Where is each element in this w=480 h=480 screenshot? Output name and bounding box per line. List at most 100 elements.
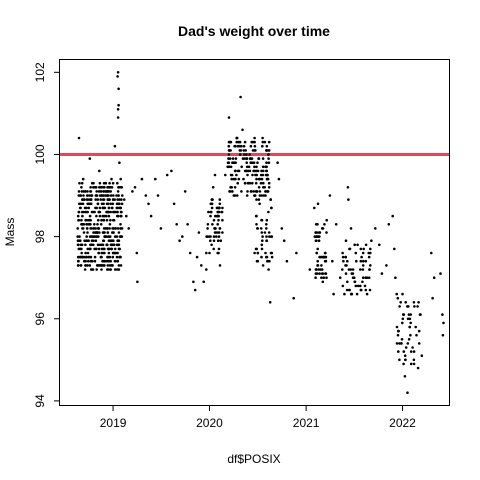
data-point <box>248 153 251 156</box>
data-point <box>255 190 259 193</box>
data-point <box>125 214 128 218</box>
data-point <box>245 161 248 164</box>
data-point <box>409 333 412 337</box>
data-point <box>109 259 112 263</box>
data-point <box>255 165 258 169</box>
x-tick-label: 2021 <box>293 416 320 430</box>
data-point <box>256 169 260 173</box>
data-point <box>109 194 113 197</box>
data-point <box>93 210 96 214</box>
data-point <box>212 239 216 242</box>
data-point <box>178 239 181 242</box>
data-point <box>254 247 258 251</box>
data-point <box>77 210 81 214</box>
data-point <box>396 296 400 300</box>
data-point <box>216 223 219 226</box>
data-point <box>397 329 400 333</box>
data-point <box>112 218 116 222</box>
data-point <box>116 181 119 185</box>
data-point <box>255 177 258 181</box>
data-point <box>230 177 233 181</box>
data-point <box>261 235 264 238</box>
data-point <box>116 259 119 263</box>
data-point <box>96 202 100 206</box>
data-point <box>100 255 103 259</box>
data-point <box>89 202 92 206</box>
data-point <box>319 255 323 259</box>
data-point <box>114 251 117 255</box>
data-point <box>111 206 114 210</box>
data-point <box>241 128 244 132</box>
data-point <box>116 198 119 201</box>
data-point <box>261 157 265 160</box>
data-point <box>267 157 270 160</box>
data-point <box>346 186 350 189</box>
data-point <box>98 231 101 234</box>
data-point <box>270 206 273 210</box>
data-point <box>221 218 224 222</box>
data-point <box>255 214 258 218</box>
data-point <box>374 227 377 230</box>
data-point <box>264 190 267 193</box>
data-point <box>338 276 342 280</box>
data-point <box>88 194 92 197</box>
data-point <box>209 210 213 214</box>
data-point <box>103 186 106 189</box>
data-point <box>234 177 237 181</box>
data-point <box>404 301 408 304</box>
data-point <box>349 227 353 230</box>
data-point <box>261 239 264 242</box>
data-point <box>89 190 93 193</box>
data-point <box>108 198 111 201</box>
data-point <box>441 333 445 337</box>
data-point <box>241 157 245 160</box>
data-point <box>76 214 80 218</box>
data-point <box>314 276 317 280</box>
data-point <box>345 288 349 292</box>
data-point <box>88 247 91 251</box>
data-point <box>112 227 115 230</box>
data-point <box>242 177 245 181</box>
data-point <box>115 194 118 197</box>
data-point <box>229 165 233 169</box>
data-point <box>81 214 84 218</box>
data-point <box>97 218 100 222</box>
data-point <box>346 280 349 284</box>
data-point <box>210 206 214 210</box>
data-point <box>334 223 338 226</box>
data-point <box>262 186 265 189</box>
data-point <box>117 243 121 247</box>
data-point <box>116 227 120 230</box>
data-point <box>105 218 109 222</box>
data-point <box>107 251 111 255</box>
data-point <box>113 210 117 214</box>
data-point <box>409 313 413 316</box>
data-point <box>387 223 391 226</box>
data-point <box>192 280 195 284</box>
data-point <box>97 247 101 251</box>
data-point <box>109 210 112 214</box>
data-point <box>316 264 320 267</box>
data-point <box>84 243 87 247</box>
data-point <box>108 235 111 238</box>
data-point <box>122 198 126 201</box>
data-point <box>186 223 189 226</box>
data-point <box>103 264 106 267</box>
data-point <box>261 264 265 267</box>
data-point <box>317 239 321 242</box>
data-point <box>266 190 270 193</box>
data-point <box>313 235 317 238</box>
data-point <box>76 264 80 267</box>
data-point <box>257 157 260 160</box>
data-point <box>256 251 260 255</box>
data-point <box>258 194 262 197</box>
data-point <box>110 247 114 251</box>
data-point <box>406 391 409 395</box>
data-point <box>81 198 84 201</box>
data-point <box>117 231 121 234</box>
data-point <box>267 140 271 144</box>
data-point <box>117 186 120 189</box>
data-point <box>265 218 269 222</box>
